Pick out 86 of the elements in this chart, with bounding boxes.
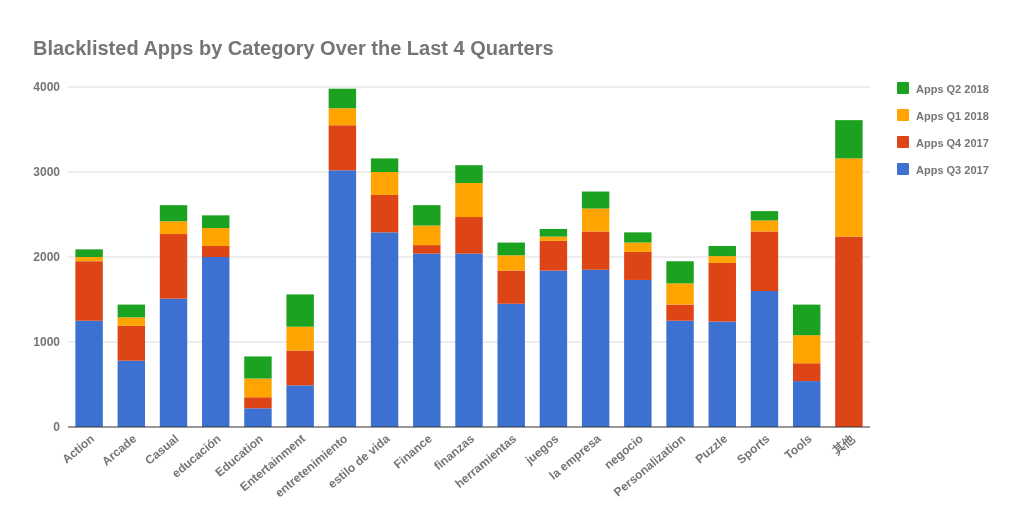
y-tick-label: 1000 — [33, 335, 61, 349]
bar — [750, 220, 779, 232]
bar — [117, 360, 146, 427]
legend-label: Apps Q4 2017 — [916, 137, 989, 149]
bar — [328, 88, 357, 109]
bar — [624, 242, 652, 252]
bar — [792, 363, 821, 382]
bar — [370, 232, 399, 427]
bar — [286, 350, 314, 386]
bar — [370, 158, 399, 172]
bar — [159, 205, 188, 222]
bar — [202, 215, 230, 229]
bar — [244, 356, 272, 379]
bar — [835, 120, 863, 159]
bar — [202, 245, 230, 257]
bar — [117, 325, 146, 361]
bar — [370, 172, 399, 195]
bar — [244, 397, 272, 409]
bar — [117, 304, 146, 318]
bar — [117, 317, 146, 326]
bar — [455, 217, 483, 254]
bar — [244, 408, 272, 427]
bar — [666, 283, 694, 305]
y-tick-label: 2000 — [33, 250, 61, 264]
bar — [624, 232, 652, 243]
bar — [581, 269, 610, 427]
chart-title: Blacklisted Apps by Category Over the Last 4 Quarters — [33, 37, 554, 59]
bar — [750, 231, 779, 291]
bar — [328, 125, 357, 171]
bar — [792, 381, 821, 427]
bar — [581, 208, 610, 232]
bar — [455, 183, 483, 218]
bar — [455, 165, 483, 184]
bar — [666, 261, 694, 284]
bar — [750, 291, 779, 427]
bar — [708, 256, 736, 263]
bar — [75, 249, 103, 257]
bar — [159, 234, 188, 299]
x-tick-label: 其他 — [828, 430, 858, 459]
bar — [539, 270, 568, 427]
legend-label: Apps Q1 2018 — [916, 110, 989, 122]
bar — [539, 240, 568, 271]
bar — [286, 326, 314, 351]
bar — [497, 242, 525, 256]
y-tick-label: 0 — [53, 420, 61, 434]
bar — [539, 236, 568, 241]
bar — [244, 378, 272, 398]
bar — [792, 304, 821, 336]
bar — [286, 385, 314, 427]
bar — [708, 262, 736, 322]
bar — [666, 304, 694, 321]
y-tick-label: 4000 — [33, 80, 61, 94]
y-tick-label: 3000 — [33, 165, 61, 179]
bar — [666, 320, 694, 427]
bar — [413, 245, 441, 254]
bar — [159, 221, 188, 235]
legend-label: Apps Q3 2017 — [916, 164, 989, 176]
bar — [202, 257, 230, 427]
bar — [624, 279, 652, 427]
bar — [497, 303, 525, 427]
legend-label: Apps Q2 2018 — [916, 83, 989, 95]
bar — [792, 335, 821, 364]
bar — [370, 194, 399, 233]
bar — [835, 158, 863, 237]
bar — [455, 253, 483, 427]
bar — [75, 261, 103, 321]
bar — [750, 211, 779, 221]
bar — [539, 228, 568, 237]
bar — [497, 270, 525, 304]
bar — [581, 231, 610, 270]
bar — [581, 191, 610, 209]
bar — [413, 253, 441, 427]
bar — [413, 205, 441, 226]
bar — [75, 257, 103, 262]
bar — [497, 255, 525, 271]
bar — [286, 294, 314, 327]
bar — [413, 225, 441, 246]
bar — [835, 236, 863, 427]
bar — [328, 108, 357, 126]
bar — [708, 245, 736, 257]
bar — [159, 298, 188, 427]
bar — [328, 170, 357, 427]
bar — [75, 320, 103, 427]
bar — [708, 321, 736, 427]
bar — [202, 228, 230, 246]
bar — [624, 251, 652, 280]
